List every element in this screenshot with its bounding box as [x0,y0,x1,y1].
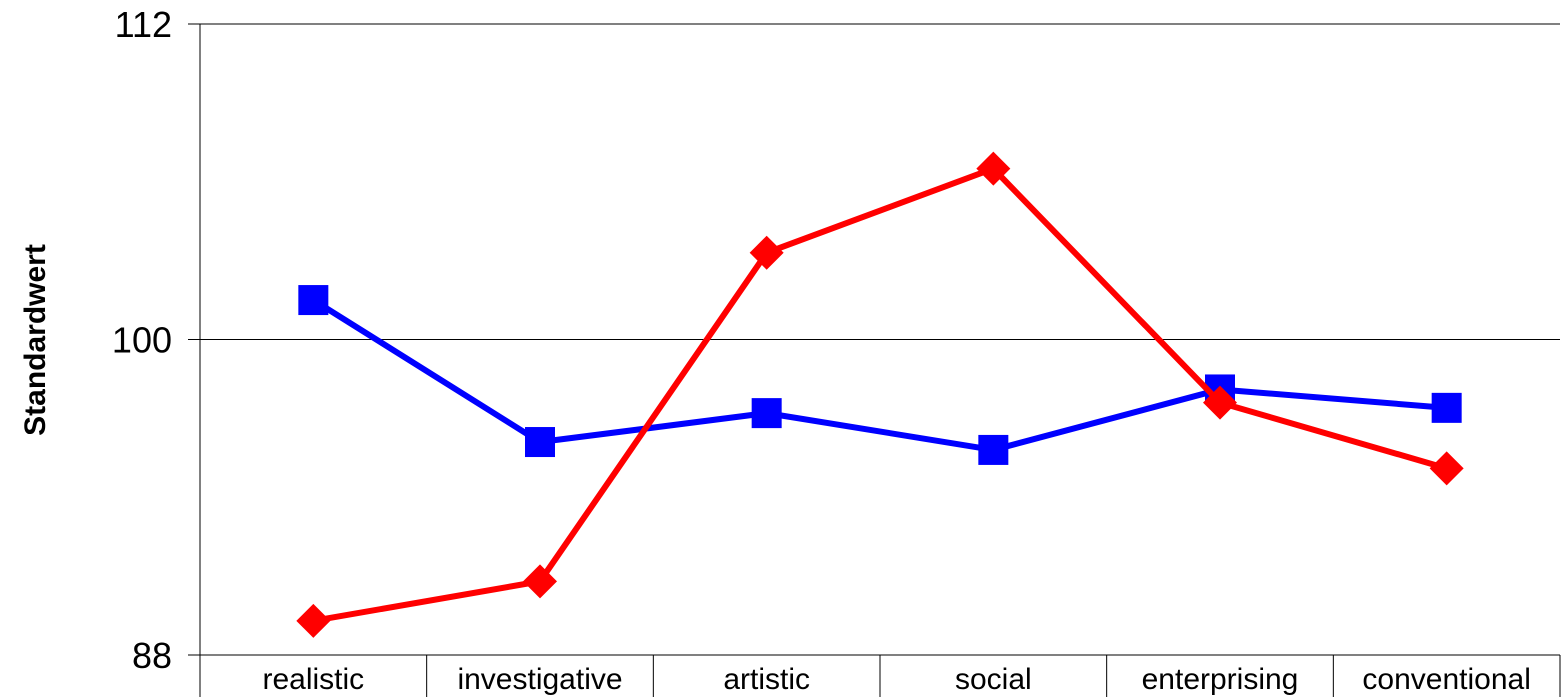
data-point-diamond [1429,451,1464,486]
series-lines [296,151,1464,638]
category-label: conventional [1362,663,1530,696]
y-tick-label: 88 [132,635,172,676]
category-label: artistic [723,663,810,696]
category-label: enterprising [1142,663,1299,696]
series-0 [298,285,1462,465]
gridlines [200,23,1560,340]
category-label: investigative [457,663,622,696]
category-label: realistic [262,663,364,696]
data-point-diamond [749,235,784,270]
category-label: social [955,663,1032,696]
data-point-diamond [1203,385,1237,420]
series-line-1 [312,165,1448,624]
data-point-square [298,285,329,316]
series-1 [296,151,1464,638]
y-axis-label: Standardwert [19,244,52,436]
data-point-square [751,398,782,429]
data-point-square [525,427,555,458]
data-point-square [978,434,1009,465]
y-tick-labels: 88 100 112 [112,4,172,676]
series-line-0 [311,297,1447,453]
category-table: realistic investigative artistic social ente… [200,654,1561,697]
data-point-diamond [976,151,1011,186]
data-point-square [1431,392,1462,423]
data-point-diamond [523,564,557,599]
data-point-diamond [296,603,331,638]
y-tick-label: 100 [112,320,172,361]
axes [188,23,201,697]
y-tick-label: 112 [115,4,172,45]
